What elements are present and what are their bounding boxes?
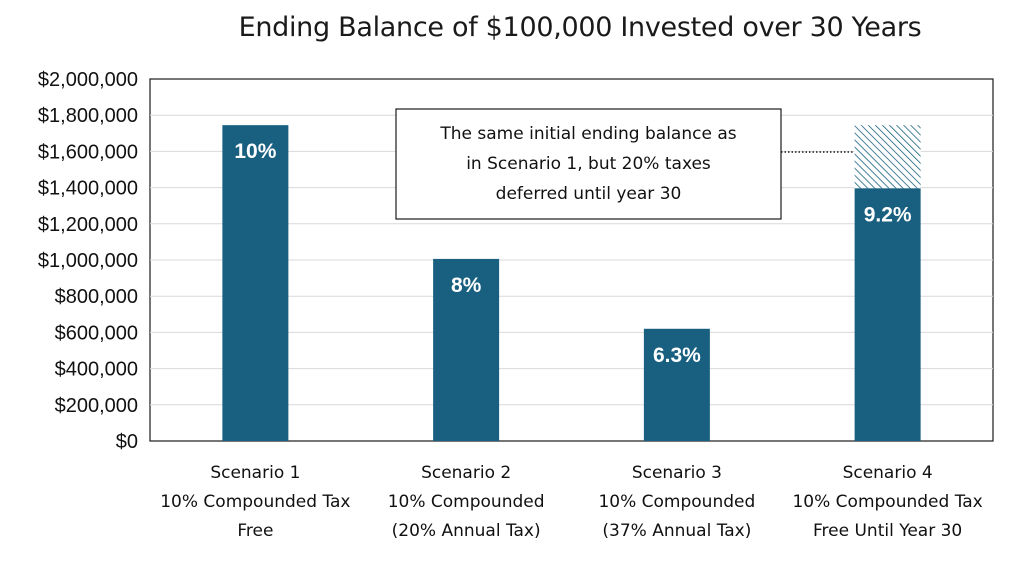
data-labels: 10% 8% 6.3% 9.2%: [234, 140, 912, 367]
bar-scenario-1: [222, 125, 289, 441]
data-label: 10%: [234, 140, 276, 163]
y-tick-label: $2,000,000: [38, 69, 138, 91]
x-category-label: (20% Annual Tax): [392, 521, 541, 541]
data-label: 9.2%: [864, 203, 912, 226]
x-category-label: 10% Compounded Tax: [160, 492, 350, 512]
y-tick-label: $1,600,000: [38, 141, 138, 163]
bars: [222, 125, 921, 441]
y-tick-label: $400,000: [55, 359, 138, 381]
x-category-label: Scenario 4: [843, 463, 933, 483]
x-category-label: Scenario 2: [421, 463, 511, 483]
y-axis-ticks: $0 $200,000 $400,000 $600,000 $800,000 $1,000…: [38, 69, 138, 453]
x-category-label: 10% Compounded: [598, 492, 755, 512]
annotation-text: The same initial ending balance as: [439, 124, 736, 144]
x-axis-categories: Scenario 1 10% Compounded Tax Free Scenario…: [160, 463, 983, 541]
annotation-text: in Scenario 1, but 20% taxes: [466, 154, 711, 174]
deferred-tax-segment: [854, 125, 921, 189]
data-label: 8%: [451, 274, 482, 297]
bar-scenario-4: [854, 188, 921, 441]
bar-scenario-2: [433, 258, 500, 441]
annotation-text: deferred until year 30: [496, 184, 682, 204]
annotation: The same initial ending balance as in Sce…: [395, 108, 854, 220]
y-tick-label: $1,200,000: [38, 214, 138, 236]
y-tick-label: $200,000: [55, 395, 138, 417]
x-category-label: 10% Compounded: [388, 492, 545, 512]
x-category-label: Scenario 3: [632, 463, 722, 483]
x-category-label: Free: [237, 521, 273, 541]
data-label: 6.3%: [653, 344, 701, 367]
y-tick-label: $1,000,000: [38, 250, 138, 272]
y-tick-label: $1,400,000: [38, 178, 138, 200]
y-tick-label: $0: [116, 431, 138, 453]
x-category-label: Free Until Year 30: [813, 521, 962, 541]
x-category-label: Scenario 1: [210, 463, 300, 483]
annotation-box: [395, 108, 782, 220]
y-tick-label: $1,800,000: [38, 105, 138, 127]
x-category-label: 10% Compounded Tax: [792, 492, 982, 512]
y-tick-label: $800,000: [55, 286, 138, 308]
chart-title: Ending Balance of $100,000 Invested over…: [238, 12, 922, 43]
x-category-label: (37% Annual Tax): [602, 521, 751, 541]
y-tick-label: $600,000: [55, 322, 138, 344]
bar-scenario-3: [643, 328, 710, 441]
